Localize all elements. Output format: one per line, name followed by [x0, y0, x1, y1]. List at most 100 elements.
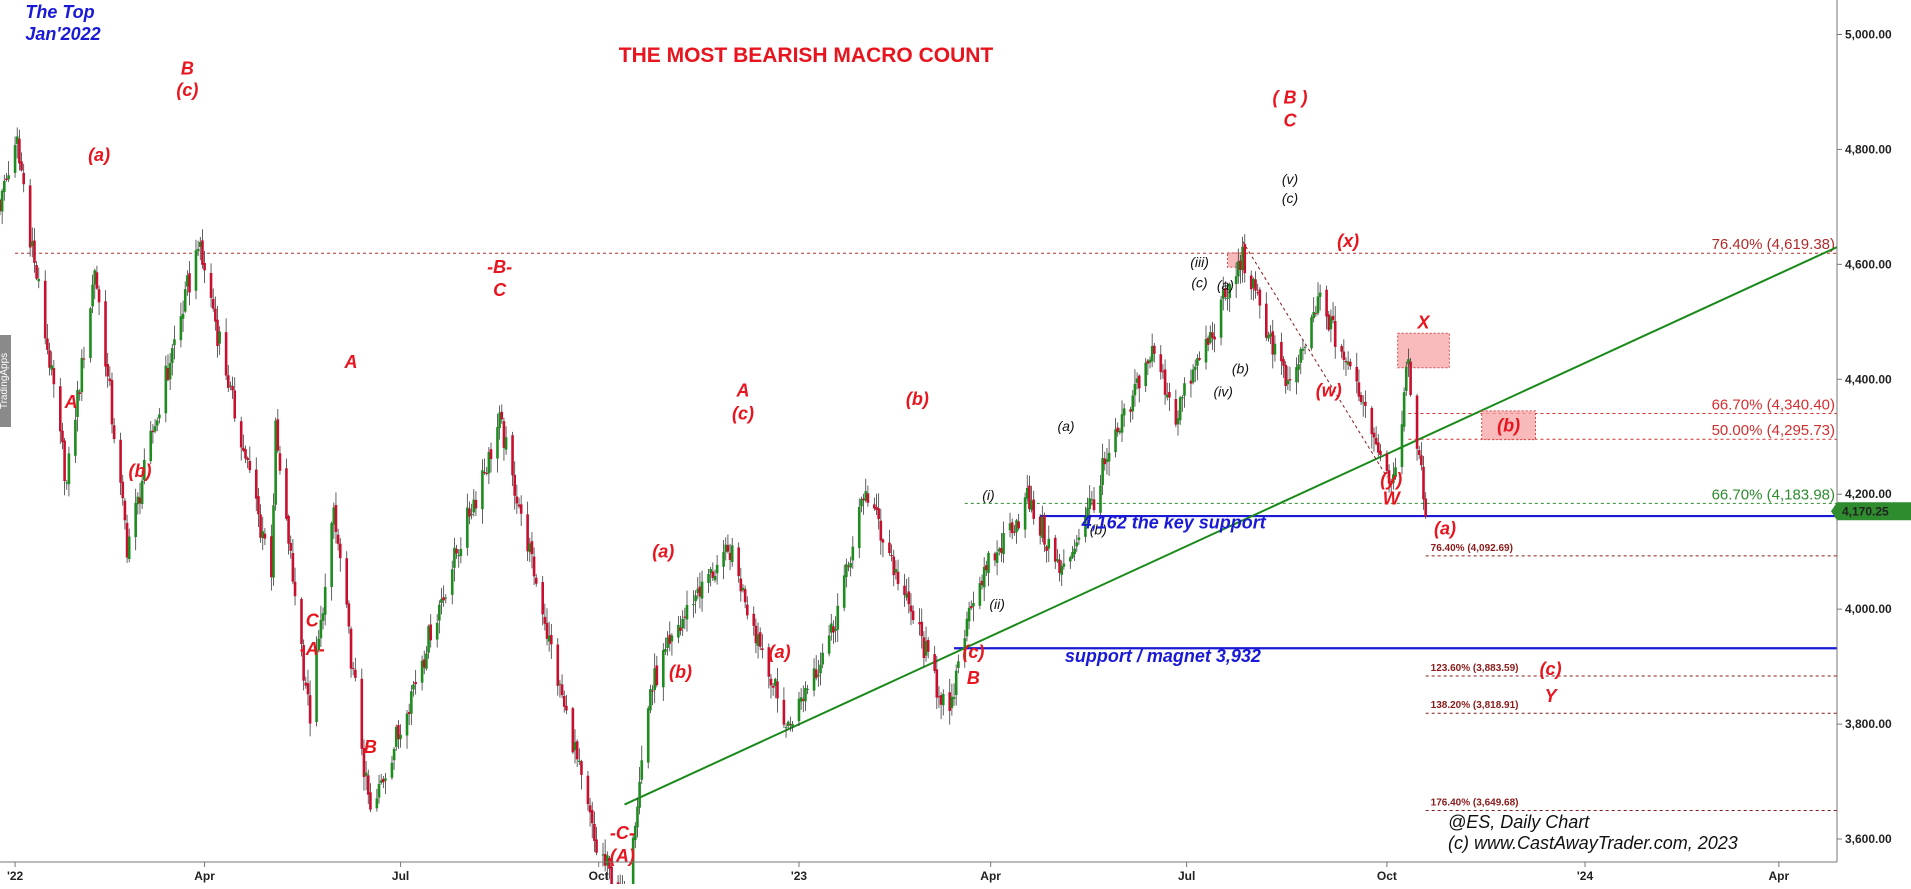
candle-body — [1099, 485, 1102, 513]
candle-body — [110, 380, 114, 425]
candle-body — [1340, 346, 1343, 352]
wave-label: W — [1383, 489, 1402, 509]
candle-body — [489, 449, 493, 459]
candle-body — [1402, 392, 1406, 427]
candle-body — [907, 591, 911, 605]
level-label-fib-123-6: 123.60% (3,883.59) — [1431, 663, 1519, 674]
candle-body — [590, 810, 594, 824]
candle-body — [410, 691, 413, 714]
candle-body — [425, 653, 428, 669]
candle-body — [1084, 516, 1087, 537]
candle-body — [1355, 366, 1359, 382]
candle-body — [231, 385, 234, 391]
candle-body — [203, 262, 206, 271]
candle-body — [933, 654, 936, 671]
candle-body — [1038, 516, 1042, 536]
candle-body — [1357, 382, 1361, 397]
wave-label: (a) — [1057, 418, 1074, 434]
wave-label: (w) — [1316, 381, 1342, 401]
candle-body — [756, 634, 760, 646]
candle-body — [89, 308, 92, 359]
candle-body — [1374, 437, 1378, 445]
candle-body — [995, 552, 999, 563]
candle-body — [302, 645, 305, 681]
candle-body — [606, 855, 609, 866]
candle-body — [799, 697, 803, 702]
candle-body — [59, 386, 62, 432]
candle-body — [61, 430, 64, 443]
candle-body — [496, 427, 499, 459]
side-tab-background — [0, 335, 11, 427]
top-label-line-1: The Top — [25, 2, 94, 22]
candle-body — [575, 741, 579, 760]
candle-body — [226, 375, 230, 388]
candle-body — [1327, 314, 1331, 331]
candle-body — [500, 411, 504, 420]
y-tick-label: 3,600.00 — [1845, 832, 1892, 846]
candle-body — [149, 430, 153, 462]
y-tick-label: 4,600.00 — [1845, 257, 1892, 271]
candle-body — [35, 265, 38, 279]
candle-body — [1249, 275, 1253, 290]
candle-body — [1361, 402, 1365, 404]
candle-body — [1101, 458, 1104, 486]
candle-body — [319, 619, 323, 639]
candle-body — [603, 854, 607, 866]
candle-body — [939, 695, 943, 705]
candle-body — [394, 726, 398, 747]
candle-body — [1420, 455, 1423, 466]
candle-body — [1073, 548, 1076, 555]
candle-body — [653, 668, 656, 691]
candle-body — [164, 365, 168, 414]
candle-body — [168, 363, 172, 380]
wave-label: A — [344, 352, 358, 372]
candle-body — [1053, 537, 1057, 562]
x-tick-label: Jul — [1178, 869, 1195, 883]
candle-body — [229, 385, 232, 387]
highlight-box-b — [1481, 410, 1536, 441]
wave-label: C — [1283, 110, 1297, 130]
candle-body — [211, 298, 215, 309]
candle-body — [980, 580, 984, 586]
candle-body — [201, 240, 204, 265]
candle-body — [806, 688, 809, 690]
candle-body — [336, 534, 340, 544]
candle-body — [1297, 364, 1300, 370]
candle-body — [442, 597, 445, 601]
candle-body — [873, 504, 876, 509]
candle-body — [668, 634, 672, 644]
level-label-fib-176-4: 176.40% (3,649.68) — [1431, 797, 1519, 808]
box-label-box-b: (b) — [1497, 415, 1520, 435]
candle-body — [804, 687, 807, 702]
candle-body — [1153, 345, 1156, 354]
candle-body — [649, 689, 652, 711]
candle-body — [263, 533, 267, 539]
candle-body — [459, 549, 463, 556]
candle-body — [1331, 315, 1335, 321]
candle-body — [1191, 369, 1195, 383]
x-tick-label: '24 — [1577, 869, 1594, 883]
candle-body — [188, 273, 191, 293]
candle-body — [481, 470, 484, 510]
candle-body — [786, 721, 790, 726]
y-tick-label: 4,000.00 — [1845, 602, 1892, 616]
candle-body — [1181, 397, 1184, 399]
wave-label: (c) — [176, 80, 198, 100]
candlesticks — [0, 127, 1427, 889]
candle-body — [526, 514, 529, 552]
candle-body — [985, 565, 988, 571]
candle-body — [422, 659, 426, 668]
x-tick-label: Apr — [194, 869, 215, 883]
candle-body — [1265, 303, 1268, 338]
candle-body — [722, 552, 725, 567]
candle-body — [330, 523, 333, 588]
candle-body — [948, 692, 952, 711]
candle-body — [511, 435, 514, 476]
candle-body — [545, 622, 549, 639]
candle-body — [662, 649, 665, 688]
candle-body — [866, 493, 870, 503]
candle-body — [304, 682, 308, 686]
candle-body — [550, 635, 553, 645]
candle-body — [1359, 395, 1363, 403]
candle-body — [580, 761, 583, 775]
